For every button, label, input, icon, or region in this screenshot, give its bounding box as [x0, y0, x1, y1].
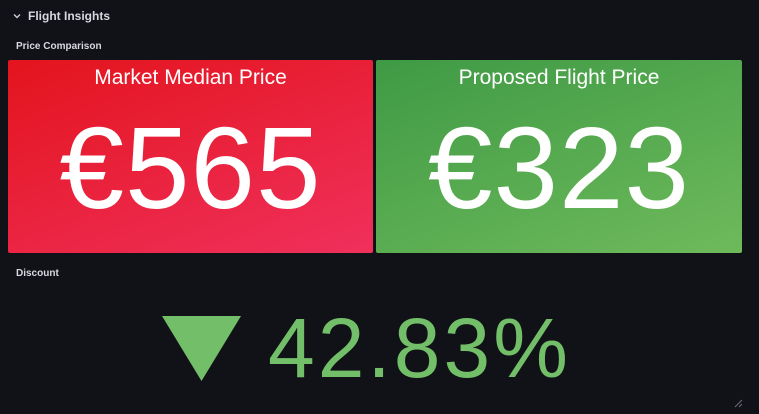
- panel-title: Price Comparison: [16, 41, 102, 52]
- row-title[interactable]: Flight Insights: [28, 9, 110, 23]
- panel-title: Discount: [16, 268, 59, 279]
- collapse-icon[interactable]: [12, 11, 22, 21]
- down-arrow-icon: [162, 316, 241, 381]
- stat-panel: Proposed Flight Price €323: [376, 60, 742, 253]
- stat-value: €565: [59, 103, 322, 233]
- row-header[interactable]: Flight Insights: [12, 8, 110, 24]
- stat-name: Market Median Price: [94, 66, 287, 89]
- resize-handle[interactable]: [733, 398, 743, 408]
- stat-name: Proposed Flight Price: [458, 66, 660, 89]
- discount-value: 42.83%: [268, 301, 571, 395]
- stat-panel: Market Median Price €565: [8, 60, 373, 253]
- stat-value: €323: [427, 103, 691, 233]
